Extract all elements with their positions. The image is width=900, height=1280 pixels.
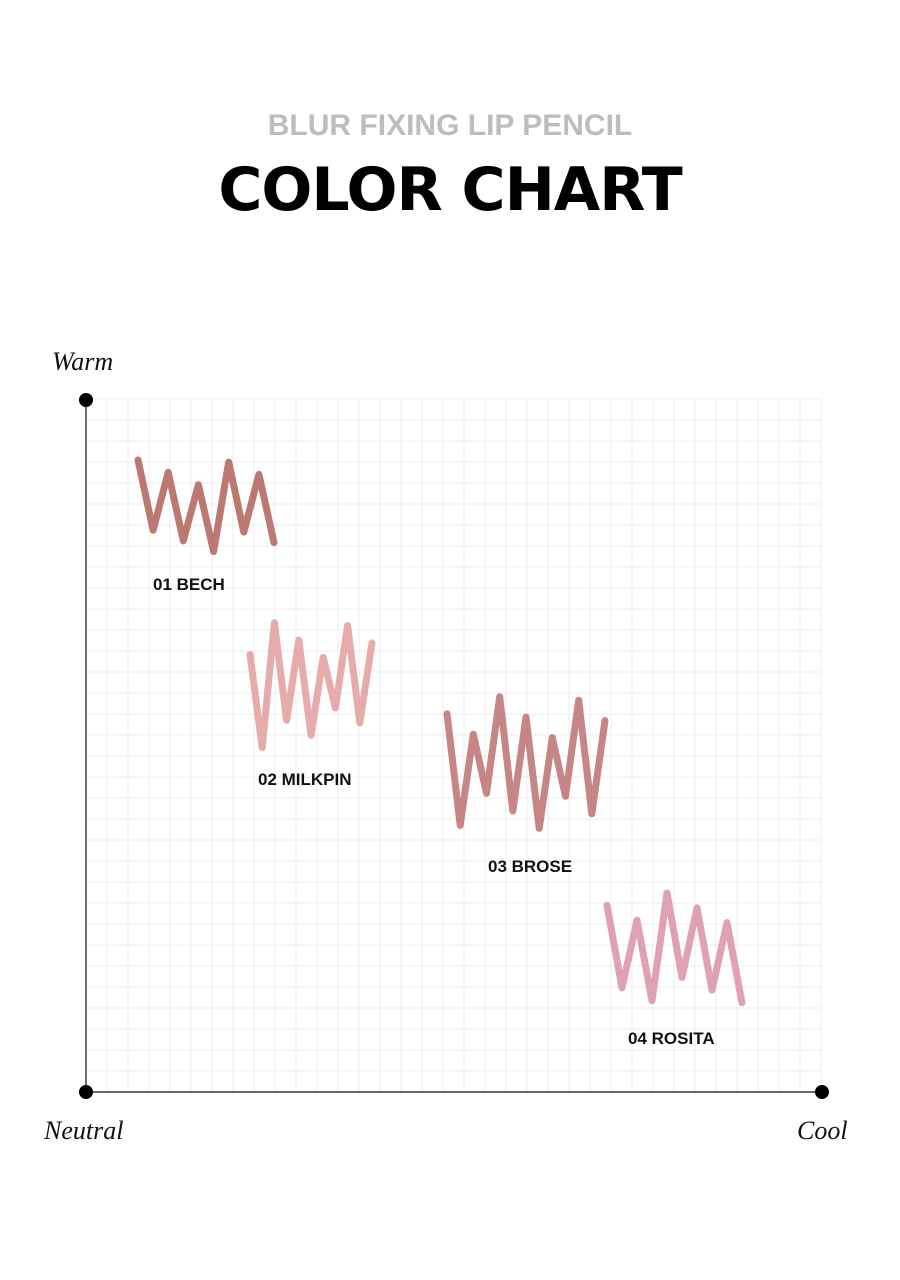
swatch-label: 01 BECH xyxy=(153,575,225,594)
swatch-scribble xyxy=(134,456,278,555)
axis-dot xyxy=(79,393,93,407)
axis-label-warm: Warm xyxy=(52,347,113,376)
axis-label-neutral: Neutral xyxy=(43,1116,123,1145)
swatch-scribble xyxy=(603,889,746,1007)
axis-label-cool: Cool xyxy=(797,1116,848,1145)
axis-dot xyxy=(815,1085,829,1099)
swatch-label: 03 BROSE xyxy=(488,857,572,876)
swatch-scribble xyxy=(443,693,609,832)
title: COLOR CHART xyxy=(218,155,682,225)
swatches: 01 BECH 02 MILKPIN 03 BROSE 04 ROSITA xyxy=(134,456,746,1048)
axis-dot xyxy=(79,1085,93,1099)
subtitle: BLUR FIXING LIP PENCIL xyxy=(268,109,632,142)
swatch-label: 02 MILKPIN xyxy=(258,770,352,789)
swatch-scribble xyxy=(246,619,376,751)
swatch-label: 04 ROSITA xyxy=(628,1029,715,1048)
